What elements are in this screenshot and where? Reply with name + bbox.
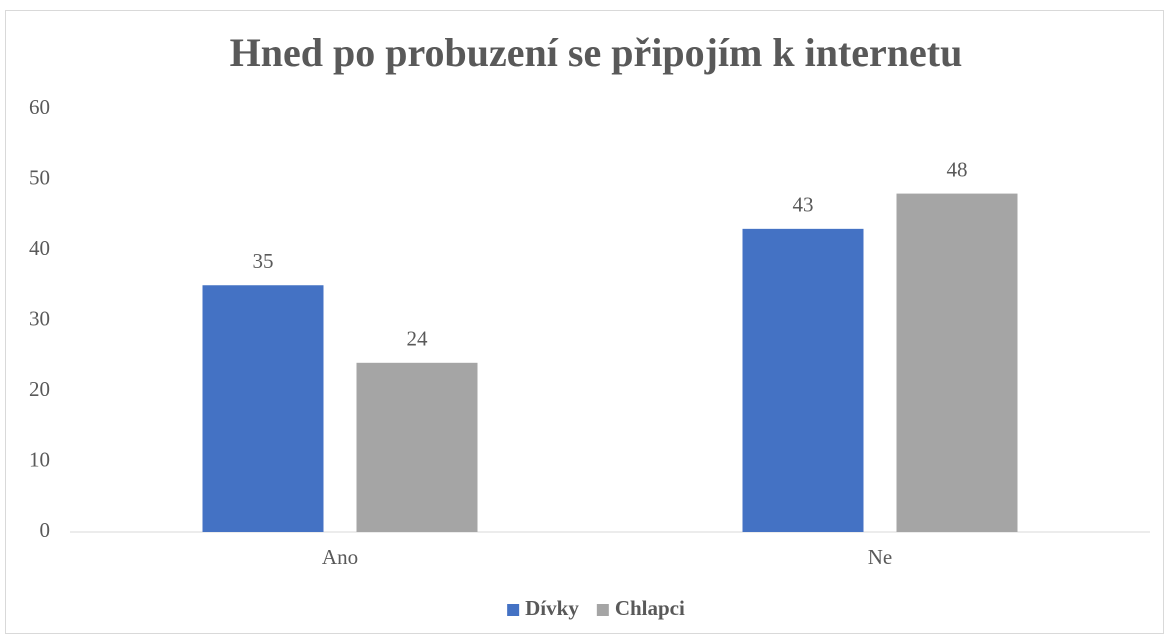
value-label: 43 — [793, 193, 814, 217]
bar — [896, 193, 1018, 532]
y-tick-label: 0 — [40, 518, 51, 542]
x-tick-label: Ne — [868, 545, 893, 569]
y-tick-label: 30 — [29, 306, 50, 330]
chart-title: Hned po probuzení se připojím k internet… — [230, 30, 963, 75]
y-tick-label: 20 — [29, 377, 50, 401]
bar — [202, 285, 324, 532]
y-tick-label: 60 — [29, 95, 50, 119]
x-tick-label: Ano — [322, 545, 358, 569]
legend-label: Chlapci — [615, 596, 685, 620]
value-label: 35 — [253, 249, 274, 273]
bar — [356, 362, 478, 532]
y-tick-label: 10 — [29, 447, 50, 471]
y-tick-label: 50 — [29, 165, 50, 189]
y-tick-label: 40 — [29, 236, 50, 260]
legend-swatch — [596, 604, 609, 616]
legend-swatch — [507, 604, 520, 616]
bar — [742, 228, 864, 532]
value-label: 48 — [947, 157, 968, 181]
legend-label: Dívky — [525, 596, 579, 620]
value-label: 24 — [407, 327, 429, 351]
